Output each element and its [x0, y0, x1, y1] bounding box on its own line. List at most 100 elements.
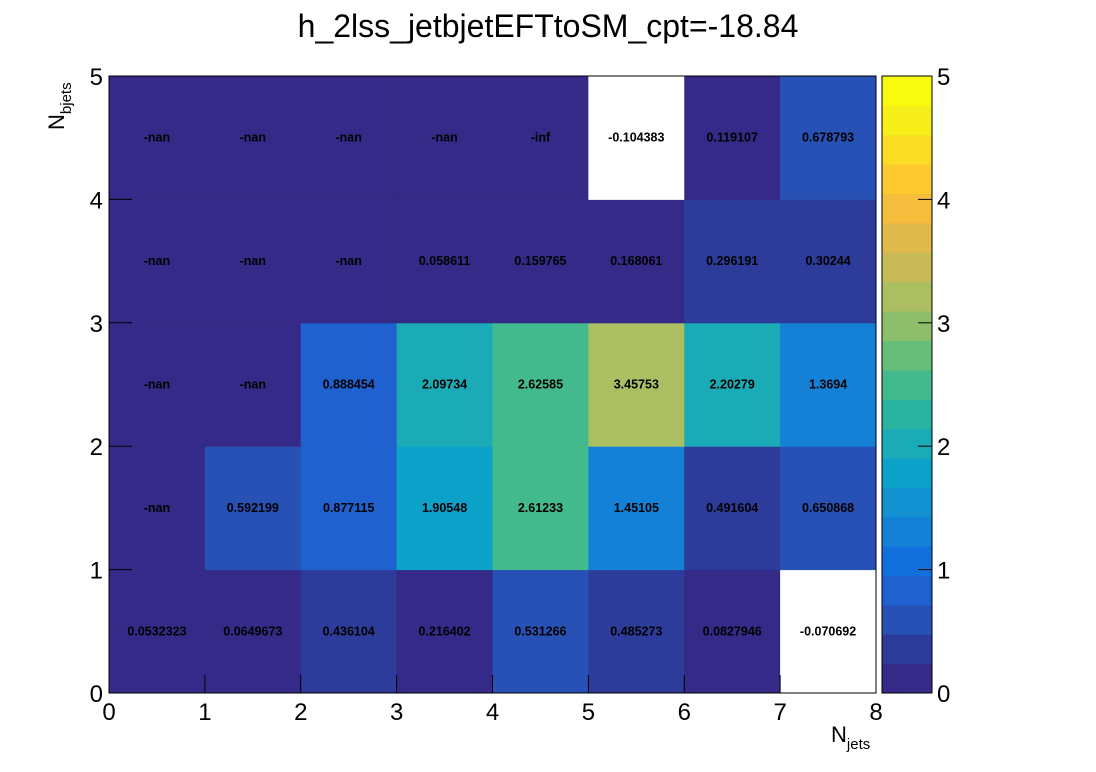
cell-value-label: 0.592199: [227, 501, 279, 515]
heatmap-cell: [492, 199, 589, 324]
heatmap-cell: [588, 76, 685, 200]
colorbar-frame: [881, 75, 933, 694]
x-axis: 0 1 2 3 4 5 6 7 8: [102, 675, 883, 726]
heatmap-cell: [204, 199, 302, 324]
heatmap-cell: [684, 199, 781, 324]
chart-title: h_2lss_jetbjetEFTtoSM_cpt=-18.84: [298, 8, 799, 44]
y-tick-label: 1: [90, 558, 103, 585]
cell-value-label: 0.216402: [418, 624, 470, 638]
heatmap-cell: [204, 446, 302, 571]
heatmap-cell: [588, 569, 685, 694]
heatmap-cell: [300, 76, 398, 200]
y-tick-label: 4: [90, 187, 103, 214]
heatmap-cells: [109, 76, 877, 694]
colorbar-swatch: [882, 193, 932, 224]
cell-value-label: -nan: [335, 254, 361, 268]
colorbar-swatch: [882, 516, 932, 547]
colorbar-swatch: [882, 604, 932, 635]
colorbar-tick-label: 2: [937, 434, 950, 461]
heatmap-cell: [109, 446, 206, 571]
cell-value-label: -nan: [431, 131, 457, 145]
cell-value-label: 0.058611: [419, 254, 470, 268]
heatmap-cell: [204, 322, 302, 447]
cell-value-label: 0.650868: [802, 501, 854, 515]
y-tick-label: 5: [90, 64, 103, 91]
color-scale-bar: 0 1 2 3 4 5: [881, 64, 950, 708]
cell-value-label: 0.168061: [610, 254, 662, 268]
heatmap-cell: [492, 322, 589, 447]
cell-value-label: -0.104383: [608, 131, 664, 145]
cell-value-label: 3.45753: [614, 378, 659, 392]
colorbar-tick-label: 4: [937, 187, 950, 214]
cell-value-label: 2.20279: [710, 378, 755, 392]
y-axis-title: Nbjets: [44, 82, 75, 130]
cell-value-label: 1.45105: [614, 501, 659, 515]
cell-value-label: 0.0649673: [223, 624, 282, 638]
heatmap-cell: [492, 76, 589, 200]
x-tick-label: 3: [390, 699, 403, 726]
cell-value-label: 0.159765: [514, 254, 566, 268]
cell-value-label: 0.30244: [805, 254, 850, 268]
cell-value-label: 0.877115: [323, 501, 374, 515]
x-tick-label: 0: [102, 699, 115, 726]
cell-value-label: 0.0532323: [127, 624, 186, 638]
heatmap-cell: [780, 76, 877, 200]
x-axis-title: Njets: [831, 722, 870, 753]
y-tick-label: 2: [90, 434, 103, 461]
cell-value-label: 0.678793: [802, 131, 854, 145]
heatmap-cell: [396, 322, 493, 447]
heatmap-cell: [780, 199, 877, 324]
heatmap-cell: [300, 199, 398, 324]
heatmap-cell: [300, 446, 398, 571]
cell-value-label: 2.09734: [422, 378, 467, 392]
colorbar-swatch: [882, 487, 932, 518]
cell-value-label: 0.119107: [706, 131, 757, 145]
heatmap-cell: [109, 76, 206, 200]
heatmap-cell: [780, 569, 877, 694]
colorbar-tick-label: 1: [937, 558, 950, 585]
heatmap-cell: [588, 199, 685, 324]
cell-value-label: 0.0827946: [703, 624, 762, 638]
cell-value-label: 1.90548: [422, 501, 467, 515]
heatmap-cell: [588, 322, 685, 447]
cell-value-label: -nan: [240, 378, 266, 392]
cell-value-label: 0.485273: [610, 624, 662, 638]
cell-value-label: 0.296191: [706, 254, 758, 268]
heatmap-cell: [684, 76, 781, 200]
x-tick-label: 2: [294, 699, 307, 726]
heatmap-cell: [684, 322, 781, 447]
cell-value-label: 0.436104: [323, 624, 375, 638]
colorbar-swatch: [882, 428, 932, 459]
colorbar-tick-label: 5: [937, 64, 950, 91]
colorbar-swatch: [882, 164, 932, 195]
heatmap-cell: [492, 569, 589, 694]
colorbar-swatch: [882, 105, 932, 136]
cell-value-labels: 0.0532323 0.0649673 0.436104 0.216402 0.5312…: [127, 131, 856, 639]
x-tick-label: 6: [678, 699, 691, 726]
cell-value-label: -0.070692: [800, 624, 856, 638]
cell-value-label: 0.531266: [514, 624, 566, 638]
cell-value-label: -nan: [240, 254, 266, 268]
colorbar-swatch: [882, 311, 932, 341]
colorbar-swatch: [882, 575, 932, 606]
cell-value-label: 1.3694: [809, 378, 847, 392]
x-tick-label: 8: [869, 699, 882, 726]
heatmap-cell: [396, 569, 493, 694]
heatmap-cell: [684, 446, 781, 571]
cell-value-label: -nan: [144, 501, 170, 515]
heatmap-cell: [684, 569, 781, 694]
cell-value-label: -nan: [144, 131, 170, 145]
colorbar-swatch: [882, 634, 932, 665]
heatmap-cell: [300, 569, 398, 694]
colorbar-swatch: [882, 663, 932, 694]
heatmap-cell: [204, 76, 302, 200]
x-tick-label: 1: [198, 699, 211, 726]
colorbar-swatch: [882, 76, 932, 106]
heatmap-cell: [109, 199, 206, 324]
cell-value-label: -nan: [335, 131, 361, 145]
cell-value-label: -inf: [531, 131, 551, 145]
colorbar-swatch: [882, 252, 932, 283]
x-tick-label: 7: [773, 699, 786, 726]
heatmap-cell: [396, 446, 493, 571]
